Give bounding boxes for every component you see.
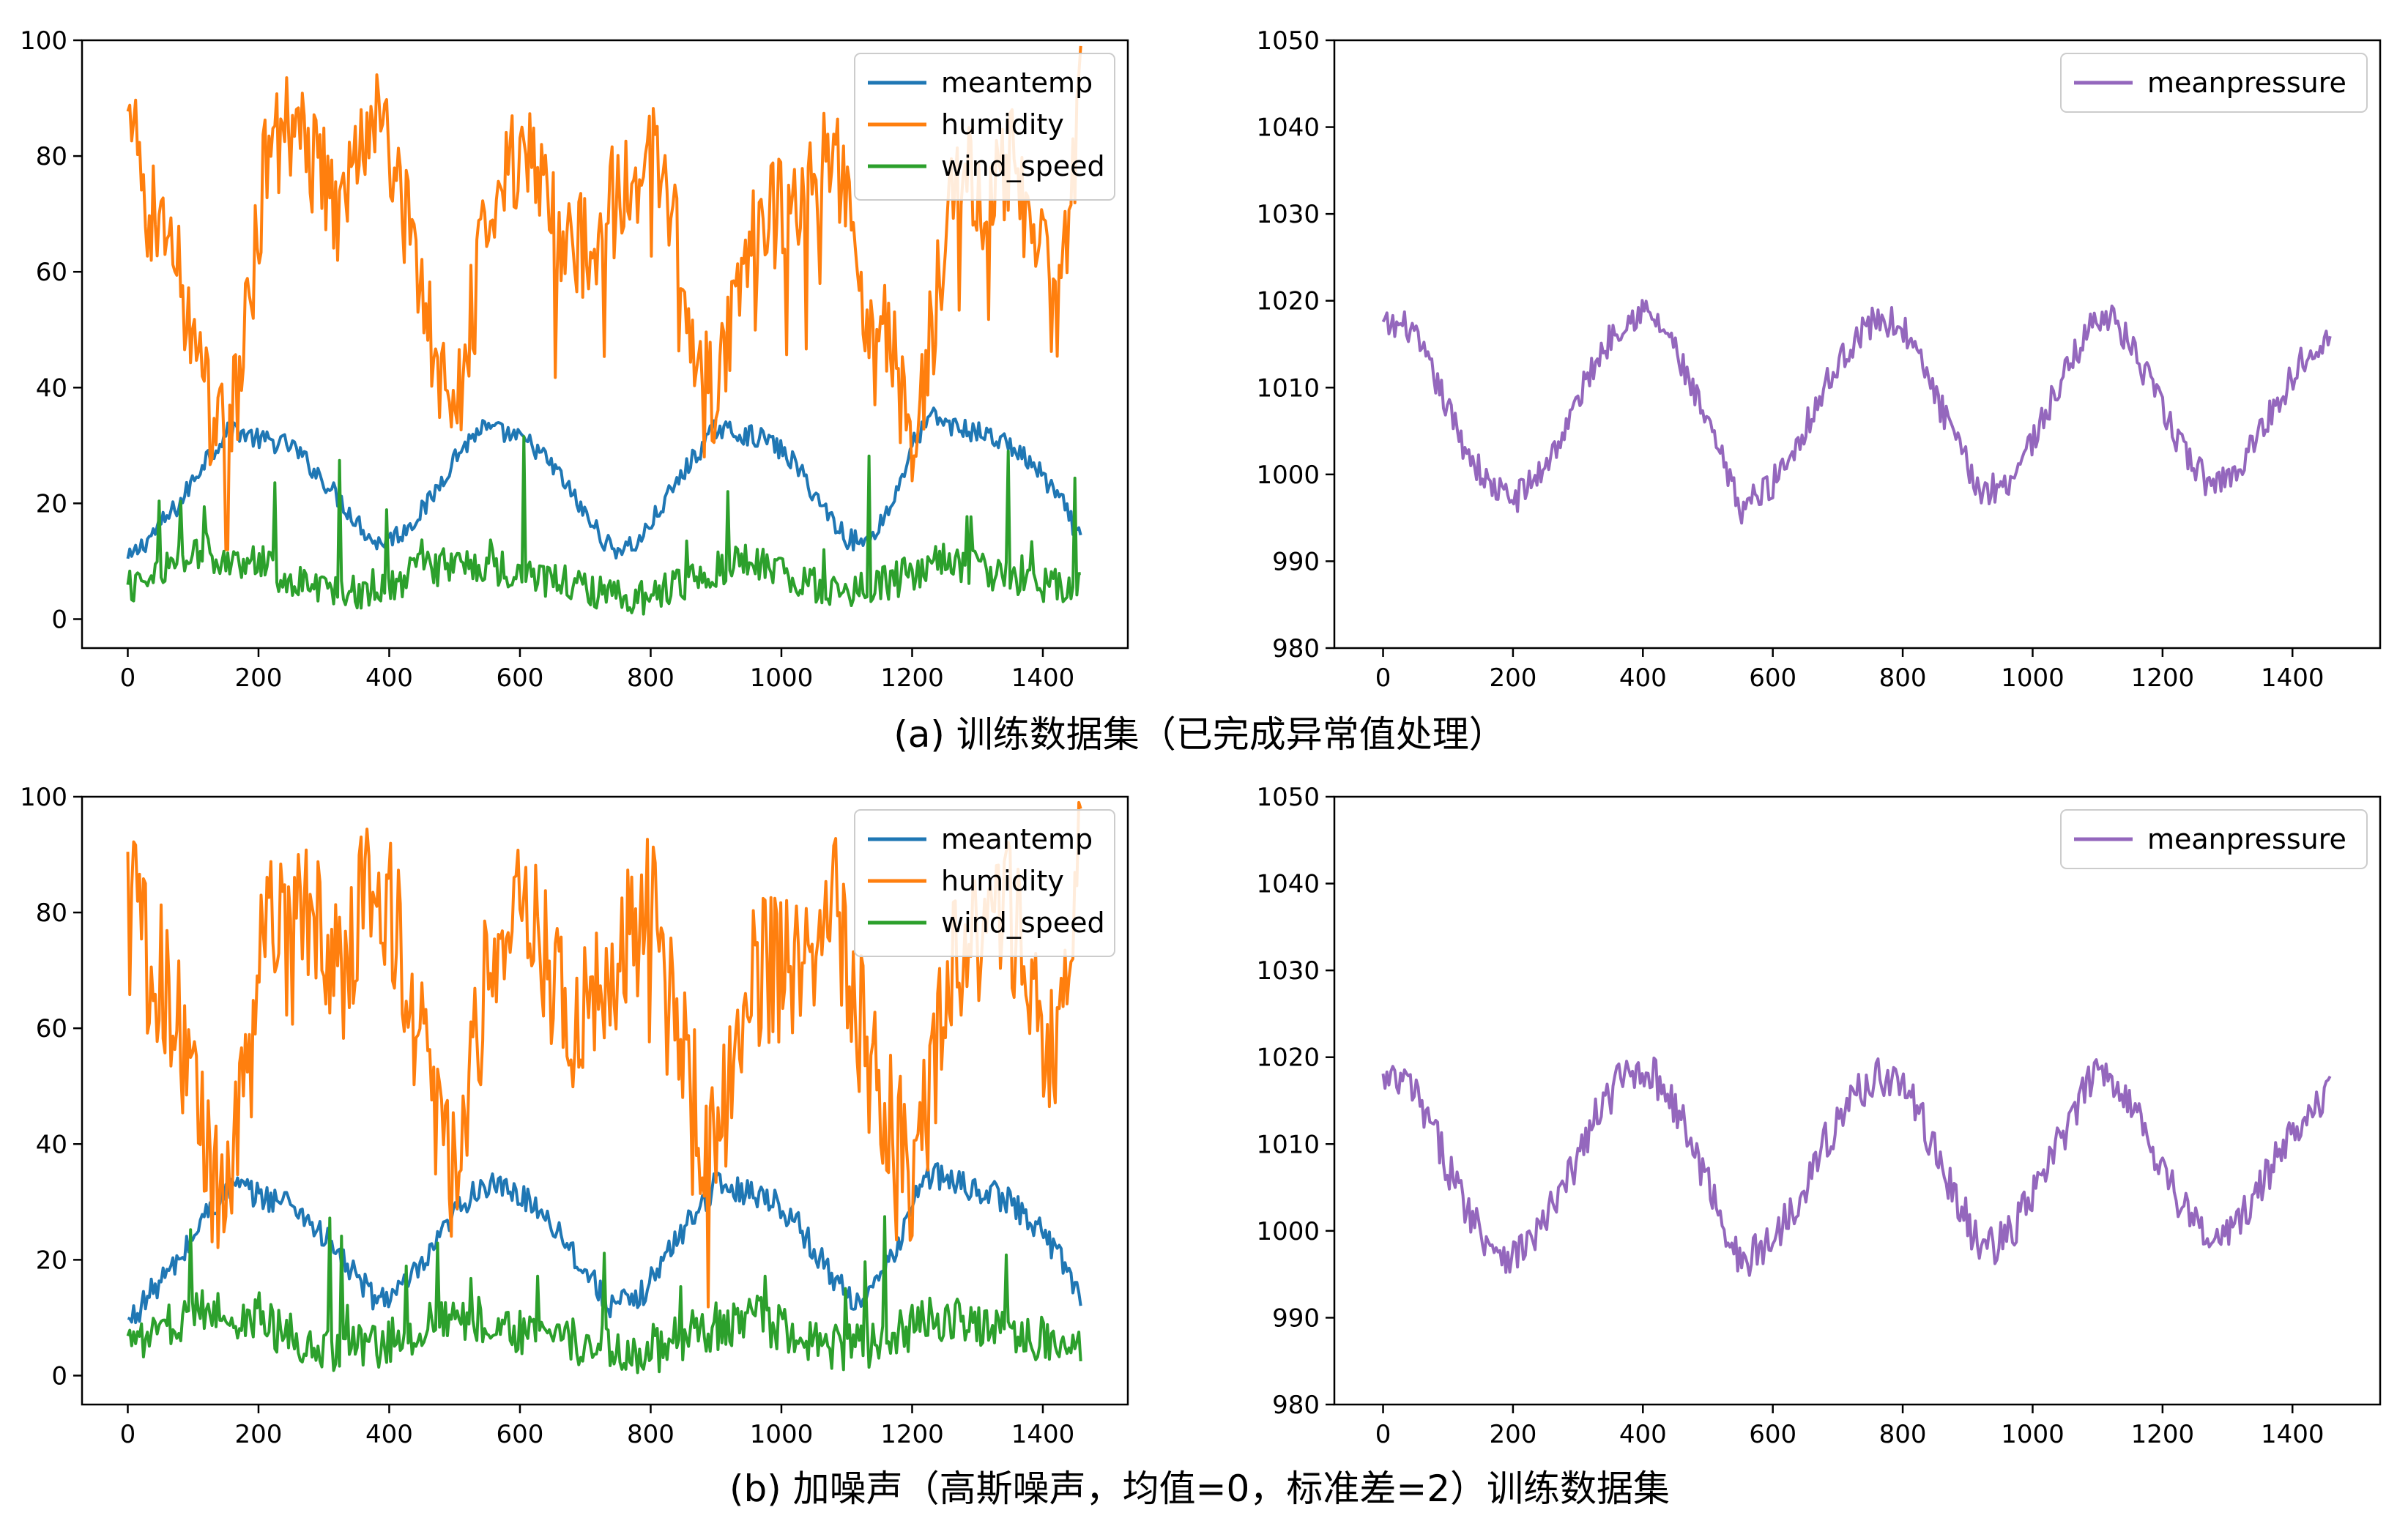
x-tick-label: 1000 — [2001, 663, 2065, 693]
y-tick-label: 990 — [1272, 547, 1320, 576]
legend-label-wind_speed: wind_speed — [941, 150, 1105, 182]
series-line-humidity — [126, 800, 1082, 1309]
x-tick-label: 0 — [1375, 1420, 1391, 1449]
x-tick-label: 400 — [365, 663, 413, 693]
y-tick-label: 20 — [36, 1246, 67, 1275]
legend-box — [2060, 809, 2368, 869]
y-tick-label: 0 — [51, 1361, 67, 1391]
y-tick-label: 100 — [20, 783, 67, 812]
y-tick-label: 980 — [1272, 634, 1320, 663]
y-tick-label: 1000 — [1256, 461, 1320, 490]
x-tick-label: 200 — [235, 1420, 283, 1449]
x-tick-label: 0 — [1375, 663, 1391, 693]
x-tick-label: 600 — [1749, 663, 1796, 693]
x-tick-label: 400 — [365, 1420, 413, 1449]
legend-label-wind_speed: wind_speed — [941, 907, 1105, 939]
x-tick-label: 200 — [235, 663, 283, 693]
x-tick-label: 0 — [120, 663, 136, 693]
y-tick-label: 80 — [36, 142, 67, 171]
legend-label-humidity: humidity — [941, 108, 1064, 141]
y-tick-label: 0 — [51, 605, 67, 634]
y-tick-label: 1010 — [1256, 1130, 1320, 1159]
x-tick-label: 800 — [1879, 663, 1927, 693]
x-tick-label: 1200 — [2131, 1420, 2195, 1449]
x-tick-label: 1000 — [2001, 1420, 2065, 1449]
x-tick-label: 1000 — [750, 663, 814, 693]
x-tick-label: 1400 — [2261, 1420, 2324, 1449]
series-line-meanpressure — [1381, 1056, 2332, 1277]
x-tick-label: 1200 — [880, 1420, 944, 1449]
x-tick-label: 1000 — [750, 1420, 814, 1449]
y-tick-label: 80 — [36, 899, 67, 928]
x-tick-label: 600 — [1749, 1420, 1796, 1449]
x-tick-label: 1400 — [2261, 663, 2324, 693]
series-line-meanpressure — [1381, 299, 2332, 525]
y-tick-label: 40 — [36, 1130, 67, 1159]
y-tick-label: 1030 — [1256, 200, 1320, 229]
y-tick-label: 100 — [20, 26, 67, 56]
chart-a-right: 0 200 400 600 800 1000 1200 1400 980 990 1000 1010 1… — [1256, 26, 2382, 693]
x-tick-label: 800 — [627, 663, 674, 693]
x-tick-label: 600 — [497, 663, 544, 693]
x-tick-label: 200 — [1489, 663, 1536, 693]
y-tick-label: 1040 — [1256, 114, 1320, 143]
x-tick-label: 1400 — [1011, 1420, 1075, 1449]
y-tick-label: 1000 — [1256, 1217, 1320, 1246]
series-line-wind_speed — [126, 435, 1081, 616]
x-tick-label: 800 — [627, 1420, 674, 1449]
y-tick-label: 990 — [1272, 1303, 1320, 1333]
y-tick-label: 1050 — [1256, 26, 1320, 56]
y-tick-label: 60 — [36, 1014, 67, 1044]
y-tick-label: 1020 — [1256, 287, 1320, 316]
legend-label-humidity: humidity — [941, 865, 1064, 897]
y-tick-label: 1040 — [1256, 870, 1320, 899]
legend-box — [854, 53, 1115, 201]
y-tick-label: 1050 — [1256, 783, 1320, 812]
y-tick-label: 980 — [1272, 1391, 1320, 1420]
y-tick-label: 1030 — [1256, 956, 1320, 986]
caption-b: (b) 加噪声（高斯噪声，均值=0，标准差=2）训练数据集 — [729, 1468, 1670, 1510]
x-tick-label: 0 — [120, 1420, 136, 1449]
chart-a-left: 0 200 400 600 800 1000 1200 1400 0 20 40 60 80 100 mea… — [20, 26, 1129, 693]
x-tick-label: 600 — [497, 1420, 544, 1449]
caption-a: (a) 训练数据集（已完成异常值处理） — [893, 713, 1506, 756]
series-line-wind_speed — [126, 1215, 1082, 1375]
legend: meanpressure — [2060, 53, 2368, 113]
x-tick-label: 400 — [1619, 663, 1667, 693]
x-tick-label: 800 — [1879, 1420, 1927, 1449]
x-tick-label: 1200 — [880, 663, 944, 693]
x-tick-label: 1400 — [1011, 663, 1075, 693]
legend-label-meantemp: meantemp — [941, 67, 1093, 99]
x-tick-label: 1200 — [2131, 663, 2195, 693]
series-line-humidity — [126, 45, 1082, 551]
x-tick-label: 200 — [1489, 1420, 1536, 1449]
chart-b-right: 0 200 400 600 800 1000 1200 1400 980 990 1000 1010 1… — [1256, 783, 2382, 1449]
y-tick-label: 1010 — [1256, 373, 1320, 403]
axes-frame — [1333, 39, 2382, 650]
y-tick-label: 20 — [36, 489, 67, 518]
legend-box — [2060, 53, 2368, 113]
y-tick-label: 60 — [36, 258, 67, 287]
y-tick-label: 40 — [36, 373, 67, 403]
y-tick-label: 1020 — [1256, 1044, 1320, 1073]
chart-b-left: 0 200 400 600 800 1000 1200 1400 0 20 40 60 80 100 mea… — [20, 783, 1129, 1449]
axes-frame — [81, 795, 1129, 1406]
axes-frame — [81, 39, 1129, 650]
x-tick-label: 400 — [1619, 1420, 1667, 1449]
legend: meantemp humidity wind_speed — [854, 809, 1115, 957]
legend: meanpressure — [2060, 809, 2368, 869]
legend-label-meantemp: meantemp — [941, 823, 1093, 855]
legend-box — [854, 809, 1115, 957]
axes-frame — [1333, 795, 2382, 1406]
series-line-meantemp — [126, 406, 1082, 560]
legend: meantemp humidity wind_speed — [854, 53, 1115, 201]
legend-label-meanpressure: meanpressure — [2147, 67, 2346, 99]
legend-label-meanpressure: meanpressure — [2147, 823, 2346, 855]
